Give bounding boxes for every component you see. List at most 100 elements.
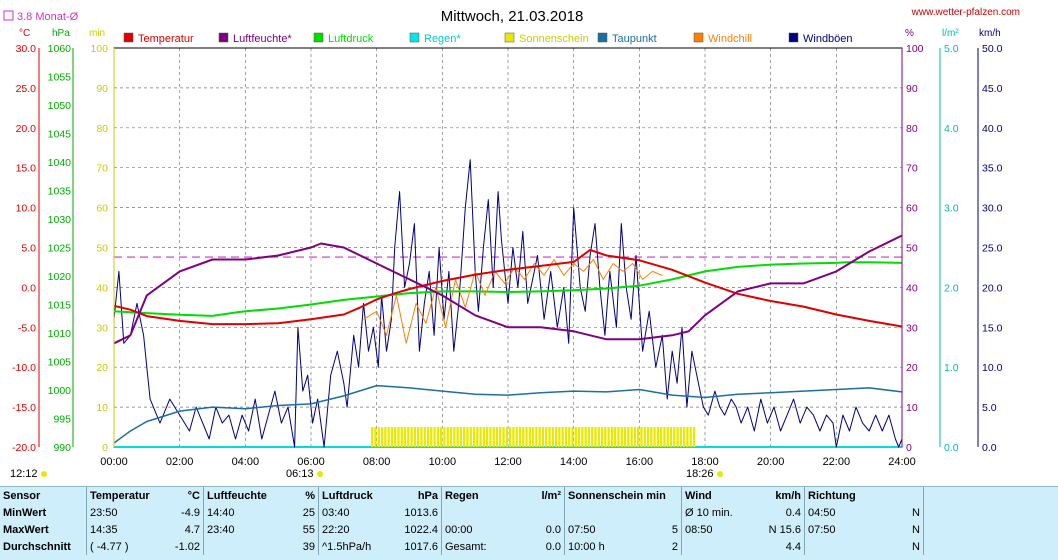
- x-tick-label: 06:00: [297, 456, 325, 468]
- stats-row-label: MaxWert: [3, 523, 49, 536]
- sunshine-bar: [410, 427, 413, 447]
- sunshine-bar: [597, 427, 600, 447]
- sunshine-bar: [472, 427, 476, 447]
- sunshine-bar: [604, 427, 607, 447]
- pressure-axis-tick-label: 1005: [48, 357, 72, 369]
- x-tick-label: 08:00: [363, 456, 391, 468]
- stats-cell: [203, 538, 282, 555]
- rain-axis-tick-label: 3.0: [944, 203, 959, 215]
- axes-layer: 30.0 25.0 20.0 15.0 10.0 5.0 0.0 -5.0 -10.0 -15.0…: [12, 43, 1003, 468]
- stats-header-rain-unit: l/m²: [541, 489, 561, 502]
- stats-header-direction: Richtung: [804, 487, 877, 504]
- sunshine-bar: [426, 427, 430, 447]
- x-tick-label: 00:00: [100, 456, 128, 468]
- stats-cell: 00:00: [441, 521, 514, 538]
- sunshine-bar: [594, 427, 597, 447]
- stats-header-temperature: Temperatur: [86, 487, 157, 504]
- stats-cell: [514, 504, 565, 521]
- pressure-axis-tick-label: 1060: [48, 43, 72, 55]
- sunshine-bar: [630, 427, 633, 447]
- sunshine-bar: [587, 427, 591, 447]
- sunshine-bar: [541, 427, 545, 447]
- sunshine-bar: [380, 427, 384, 447]
- x-tick-label: 12:00: [494, 456, 522, 468]
- wind-axis-tick-label: 35.0: [982, 163, 1003, 175]
- sunshine-bar: [492, 427, 495, 447]
- sunshine-bar: [643, 427, 646, 447]
- sunshine-bars: [371, 427, 696, 447]
- legend-label: Windböen: [803, 33, 853, 45]
- legend-label: Taupunkt: [612, 33, 657, 45]
- stats-cell: 10:00 h: [564, 538, 656, 555]
- sunshine-bar: [407, 427, 410, 447]
- sunshine-bar: [650, 427, 653, 447]
- wind-axis-tick-label: 0.0: [982, 442, 997, 454]
- sunshine-bar: [692, 427, 696, 447]
- sunshine-bar: [433, 427, 436, 447]
- stats-cell: Ø 10 min.: [681, 504, 756, 521]
- pressure-axis-tick-label: 1000: [48, 385, 72, 397]
- sunshine-bar: [449, 427, 453, 447]
- sunshine-bar: [673, 427, 676, 447]
- stats-cell: 14:35: [86, 521, 157, 538]
- x-tick-label: 18:00: [691, 456, 719, 468]
- sunshine-bar: [607, 427, 610, 447]
- legend-swatch: [313, 32, 324, 43]
- stats-header-row: Sensor Temperatur °C Luftfeuchte % Luftd…: [0, 487, 1050, 504]
- stats-cell: 07:50: [564, 521, 656, 538]
- temperature-axis-tick-label: 0.0: [21, 282, 36, 294]
- stats-cell: 04:50: [804, 504, 877, 521]
- sunshine-bar: [446, 427, 449, 447]
- sunshine-bar: [571, 427, 574, 447]
- sunshine-bar: [495, 427, 499, 447]
- x-tick-label: 22:00: [823, 456, 851, 468]
- sunshine-bar: [666, 427, 669, 447]
- stats-cell: N 15.6: [768, 523, 801, 536]
- humidity-axis-tick-label: 0: [906, 442, 912, 454]
- corner-time-label: 12:12: [10, 468, 38, 480]
- sunshine-bar: [581, 427, 584, 447]
- stats-cell: N: [912, 523, 920, 536]
- sunshine-bar: [538, 427, 541, 447]
- sunshine-bar: [568, 427, 571, 447]
- wind-axis-tick-label: 25.0: [982, 243, 1003, 255]
- stats-row-min: MinWert 23:50 -4.9 14:40 25 03:40 1013.6…: [0, 504, 1050, 521]
- wind-axis-tick-label: 10.0: [982, 362, 1003, 374]
- sunshine-axis-tick-label: 100: [90, 43, 108, 55]
- stats-row-label: MinWert: [3, 506, 47, 519]
- stats-cell: 1013.6: [404, 506, 438, 519]
- wind-axis-tick-label: 5.0: [982, 402, 997, 414]
- sunshine-axis-tick-label: 90: [96, 83, 108, 95]
- sunshine-bar: [440, 427, 443, 447]
- sunshine-bar: [417, 427, 420, 447]
- stats-header-empty: [923, 487, 1050, 504]
- sunshine-bar: [600, 427, 604, 447]
- sunshine-axis-tick-label: 30: [96, 322, 108, 334]
- sunshine-bar: [689, 427, 692, 447]
- temperature-axis-tick-label: -10.0: [12, 362, 36, 374]
- stats-cell: N: [912, 540, 920, 553]
- stats-cell: 14:40: [203, 504, 282, 521]
- stats-cell: N: [912, 506, 920, 519]
- temperature-axis-tick-label: -20.0: [12, 442, 36, 454]
- legend-label: Temperatur: [138, 33, 194, 45]
- sunshine-bar: [390, 427, 394, 447]
- humidity-axis-tick-label: 60: [906, 203, 918, 215]
- stats-header-pressure: Luftdruck: [318, 487, 391, 504]
- stats-cell: 2: [671, 540, 678, 553]
- wind-axis-tick-label: 15.0: [982, 322, 1003, 334]
- pressure-axis-tick-label: 1055: [48, 72, 72, 84]
- stats-header-rain: Regen: [441, 487, 514, 504]
- temperature-axis-tick-label: 25.0: [16, 83, 37, 95]
- stats-header-wind: Wind: [681, 487, 756, 504]
- temperature-axis-tick-label: 10.0: [16, 203, 37, 215]
- stats-cell-empty: [923, 521, 1050, 538]
- stats-cell-empty: [923, 504, 1050, 521]
- sunrise-icon: [317, 471, 323, 477]
- stats-cell: [681, 538, 756, 555]
- wind-unit-label: km/h: [979, 28, 1001, 39]
- pressure-axis-tick-label: 1015: [48, 300, 72, 312]
- stats-cell: ( -4.77 ): [86, 538, 157, 555]
- month-average-label: 3.8 Monat-Ø: [17, 11, 79, 23]
- sunshine-bar: [453, 427, 456, 447]
